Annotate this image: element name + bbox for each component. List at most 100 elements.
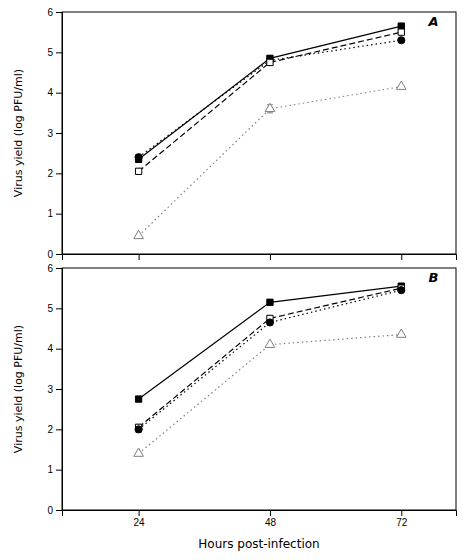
x-tick-mark — [139, 510, 140, 516]
y-axis: 0 1 2 3 4 5 6 — [47, 263, 62, 516]
series-line — [139, 290, 402, 429]
error-bar — [136, 397, 142, 402]
y-tick: 3 — [47, 128, 62, 139]
y-axis-title: Virus yield (log PFU/ml) — [12, 69, 25, 197]
series-line — [139, 335, 402, 454]
x-axis-line — [63, 255, 457, 261]
plot-frame — [62, 268, 456, 510]
y-tick: 4 — [47, 87, 62, 98]
error-bar — [398, 24, 404, 29]
y-tick-label: 4 — [47, 87, 53, 98]
y-tick: 2 — [47, 168, 62, 179]
panel: 2448720123456BVirus yield (log PFU/ml)Ho… — [12, 263, 457, 551]
y-axis-line — [56, 269, 63, 511]
series-line — [139, 32, 402, 171]
series — [134, 81, 406, 239]
series — [134, 329, 406, 456]
x-tick-mark — [401, 254, 402, 260]
error-bar — [136, 427, 142, 433]
y-tick-label: 3 — [47, 384, 53, 395]
y-tick-mark — [56, 470, 62, 471]
marker — [267, 59, 273, 65]
y-tick: 6 — [47, 7, 62, 18]
y-tick-label: 5 — [47, 47, 53, 58]
y-tick-label: 4 — [47, 343, 53, 354]
x-tick: 72 — [396, 510, 408, 528]
y-tick-label: 5 — [47, 303, 53, 314]
y-tick: 0 — [47, 505, 62, 516]
marker — [135, 168, 141, 174]
marker — [398, 287, 405, 294]
x-axis: 24 48 72 — [63, 510, 457, 528]
series — [135, 283, 404, 402]
y-tick-mark — [56, 349, 62, 350]
series-line — [139, 286, 402, 399]
y-tick: 1 — [47, 208, 62, 219]
series-line — [139, 87, 402, 236]
marker — [134, 448, 144, 456]
marker — [134, 230, 144, 238]
marker — [135, 396, 141, 402]
x-tick: 24 — [134, 510, 146, 528]
marker — [396, 329, 406, 337]
y-tick-mark — [56, 214, 62, 215]
x-axis-line — [63, 511, 457, 517]
y-tick-mark — [56, 12, 62, 13]
y-tick-label: 1 — [47, 464, 53, 475]
x-tick-label: 48 — [265, 517, 277, 528]
y-tick-mark — [56, 254, 62, 255]
marker — [398, 29, 404, 35]
x-tick-mark — [270, 254, 271, 260]
y-tick-label: 0 — [47, 505, 53, 516]
error-bar — [136, 168, 142, 174]
y-tick-label: 3 — [47, 128, 53, 139]
y-tick: 6 — [47, 263, 62, 274]
error-bar — [267, 300, 273, 305]
marker — [396, 81, 406, 89]
y-tick: 5 — [47, 303, 62, 314]
marker — [398, 23, 404, 29]
series-line — [139, 40, 402, 157]
x-tick: 48 — [265, 510, 277, 528]
panel: 0 1 2 3 4 5 6 A Virus yield (log PFU/ml) — [12, 7, 457, 260]
y-tick: 1 — [47, 464, 62, 475]
y-tick-mark — [56, 268, 62, 269]
y-tick-label: 2 — [47, 424, 53, 435]
x-tick-mark — [401, 510, 402, 516]
y-tick-mark — [56, 429, 62, 430]
plot-area — [134, 283, 406, 456]
panel-label: A — [427, 14, 438, 29]
plot-frame — [62, 12, 456, 254]
marker — [265, 339, 275, 347]
error-bar — [267, 60, 273, 65]
y-tick: 0 — [47, 249, 62, 260]
marker — [398, 37, 405, 44]
panel-label: B — [428, 270, 438, 285]
y-tick-label: 1 — [47, 208, 53, 219]
y-axis-line — [56, 13, 63, 255]
y-tick-mark — [56, 308, 62, 309]
y-tick: 4 — [47, 343, 62, 354]
y-tick-mark — [56, 389, 62, 390]
series — [135, 23, 404, 162]
x-axis — [63, 254, 457, 260]
series — [135, 287, 405, 433]
y-tick-label: 6 — [47, 7, 53, 18]
series — [135, 37, 405, 161]
error-bar — [136, 154, 142, 160]
marker — [265, 103, 275, 111]
y-tick-label: 0 — [47, 249, 53, 260]
y-tick-mark — [56, 52, 62, 53]
x-axis-title: Hours post-infection — [198, 537, 319, 551]
x-tick — [270, 254, 271, 260]
y-tick-label: 2 — [47, 168, 53, 179]
series-line — [139, 288, 402, 427]
y-tick: 3 — [47, 384, 62, 395]
marker — [135, 154, 142, 161]
x-tick-label: 24 — [134, 517, 146, 528]
chart: 0123456AVirus yield (log PFU/ml)24487201… — [0, 0, 474, 560]
x-tick-mark — [139, 254, 140, 260]
y-tick-mark — [56, 510, 62, 511]
x-tick — [139, 254, 140, 260]
error-bar-cap — [267, 112, 273, 113]
